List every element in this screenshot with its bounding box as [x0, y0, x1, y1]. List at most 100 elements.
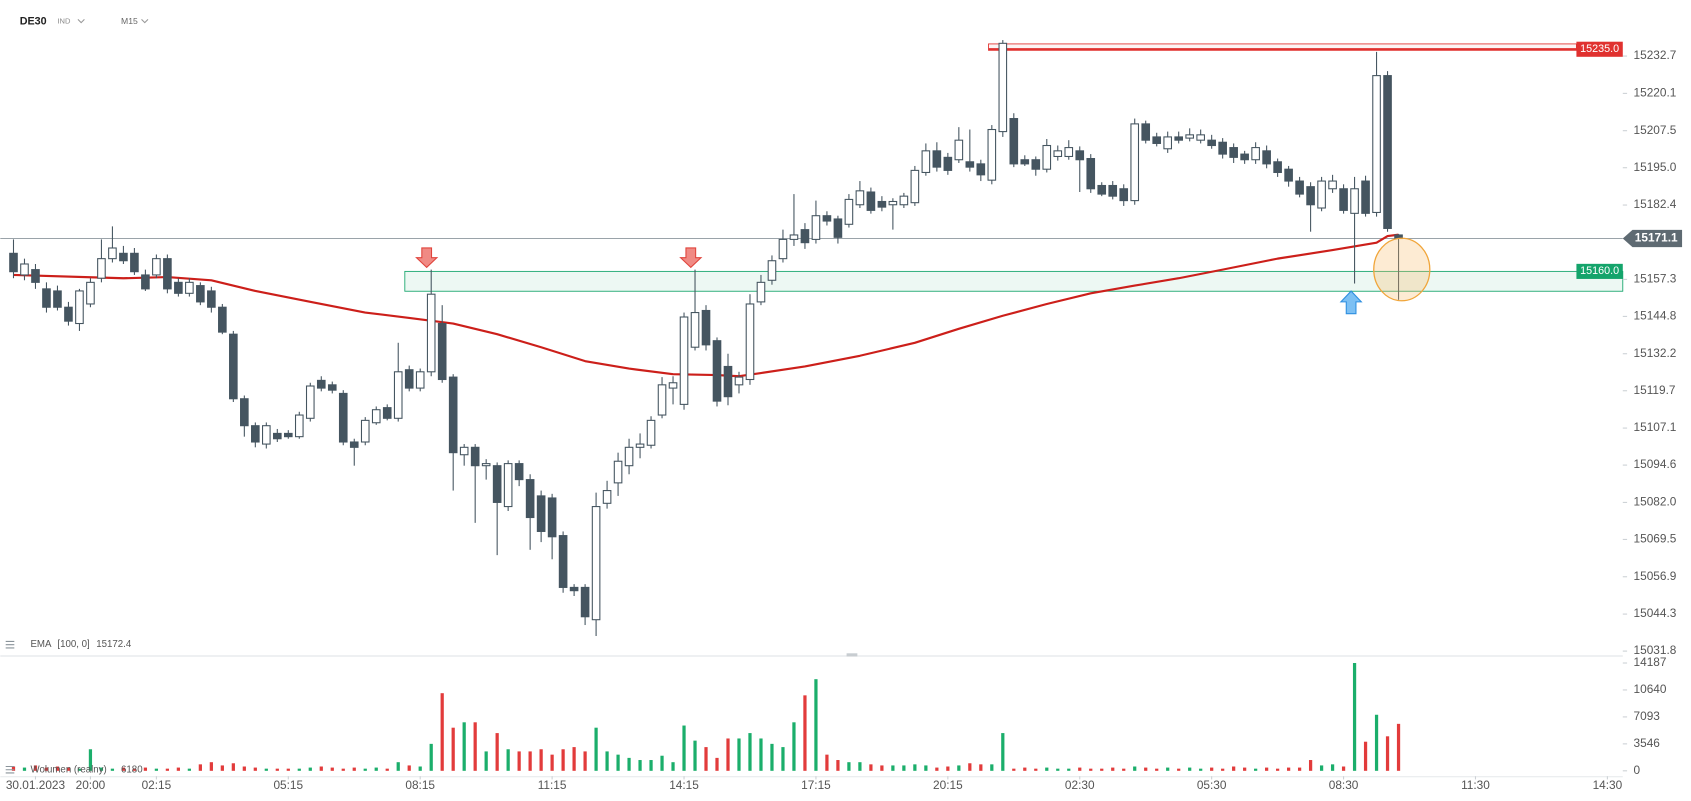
- volume-bar: [1166, 767, 1170, 771]
- candle-body: [437, 322, 447, 381]
- volume-bar: [374, 767, 378, 771]
- volume-bar: [627, 757, 631, 771]
- legend-icon[interactable]: [5, 765, 15, 774]
- volume-bar: [1045, 767, 1049, 771]
- volume-bar: [968, 763, 972, 771]
- volume-bar: [1210, 767, 1214, 771]
- volume-bar: [506, 749, 510, 771]
- panel-grip[interactable]: [846, 653, 858, 657]
- volume-bar: [935, 767, 939, 771]
- volume-bar: [176, 767, 180, 771]
- volume-bar: [451, 727, 455, 771]
- candle-body: [657, 384, 667, 416]
- candle-body: [294, 414, 304, 438]
- volume-bar: [847, 762, 851, 771]
- candle-body: [1097, 184, 1107, 195]
- candle-body: [327, 384, 337, 391]
- volume-bar: [979, 764, 983, 771]
- candle-body: [1207, 139, 1216, 147]
- candle-body: [734, 376, 744, 386]
- volume-bar: [1221, 768, 1225, 771]
- volume-bar: [1265, 767, 1269, 771]
- volume-bar: [22, 767, 27, 771]
- dropdown-caret: [141, 19, 149, 24]
- candle-body: [976, 163, 986, 176]
- volume-bar: [1001, 733, 1005, 771]
- y-tick-label: 15157.3: [1634, 272, 1677, 286]
- candle-body: [701, 309, 711, 346]
- volume-tick-label: 7093: [1634, 709, 1661, 723]
- candle-body: [97, 258, 106, 279]
- volume-bar: [110, 768, 115, 771]
- volume-bar: [407, 765, 411, 771]
- candle-body: [1306, 186, 1315, 206]
- volume-bar: [55, 766, 60, 771]
- candle-body: [789, 234, 799, 240]
- candle-body: [481, 463, 491, 467]
- x-tick-label: 05:30: [1197, 778, 1227, 792]
- candle-body: [767, 260, 777, 281]
- candle-body: [130, 252, 139, 273]
- candle-body: [536, 495, 546, 532]
- candle-body: [1218, 141, 1227, 155]
- volume-bar: [66, 767, 71, 771]
- candle-body: [1383, 75, 1392, 229]
- x-tick-label: 02:30: [1065, 778, 1095, 792]
- candle-body: [207, 290, 216, 308]
- candle-body: [646, 419, 656, 446]
- volume-bar: [165, 768, 170, 771]
- volume-bar: [1199, 768, 1203, 771]
- timeframe[interactable]: M15: [121, 16, 138, 26]
- volume-bar: [649, 760, 653, 771]
- volume-bar: [1276, 768, 1280, 771]
- dropdown-caret: [77, 19, 85, 24]
- y-tick-label: 15132.2: [1634, 346, 1677, 360]
- candle-body: [1273, 161, 1282, 174]
- candle-body: [316, 379, 326, 389]
- candle-body: [547, 497, 557, 538]
- x-tick-label: 11:15: [538, 778, 567, 792]
- candle-body: [305, 385, 315, 419]
- volume-bar: [330, 767, 334, 771]
- volume-bar: [242, 766, 246, 771]
- volume-tick-label: 10640: [1634, 682, 1667, 696]
- volume-bar: [385, 768, 389, 771]
- candle-body: [1317, 180, 1326, 209]
- x-tick-label: 17:15: [801, 778, 831, 792]
- market[interactable]: IND: [57, 17, 71, 26]
- candle-body: [196, 285, 205, 303]
- candle-body: [1163, 136, 1173, 150]
- y-tick-label: 15195.0: [1634, 160, 1677, 174]
- candle-body: [20, 263, 29, 276]
- candle-body: [64, 306, 73, 322]
- volume-bar: [1078, 767, 1082, 771]
- y-tick-label: 15044.3: [1634, 606, 1677, 620]
- ema-params: [100, 0]: [57, 639, 89, 650]
- volume-bar: [638, 760, 642, 771]
- volume-bar: [737, 738, 741, 771]
- candle-body: [86, 281, 95, 305]
- candle-body: [910, 169, 920, 204]
- volume-bar: [1319, 765, 1324, 771]
- candle-body: [9, 252, 18, 273]
- candle-body: [1009, 118, 1019, 165]
- candle-body: [602, 490, 612, 504]
- volume-bar: [1352, 663, 1357, 771]
- candle-body: [1350, 188, 1359, 214]
- volume-bar: [792, 722, 796, 771]
- candle-body: [866, 191, 876, 211]
- volume-bar: [473, 722, 477, 771]
- y-tick-label: 15056.9: [1634, 569, 1677, 583]
- volume-bar: [891, 765, 895, 771]
- symbol[interactable]: DE30: [20, 15, 47, 27]
- candle-body: [1053, 150, 1063, 158]
- volume-bar: [539, 749, 543, 771]
- x-tick-label: 11:30: [1461, 778, 1490, 792]
- volume-bar: [616, 754, 620, 771]
- candle-body: [1042, 144, 1052, 170]
- legend-icon[interactable]: [5, 640, 15, 649]
- volume-name: Wolumen (realny): [30, 764, 106, 775]
- x-tick-label: 05:15: [273, 778, 303, 792]
